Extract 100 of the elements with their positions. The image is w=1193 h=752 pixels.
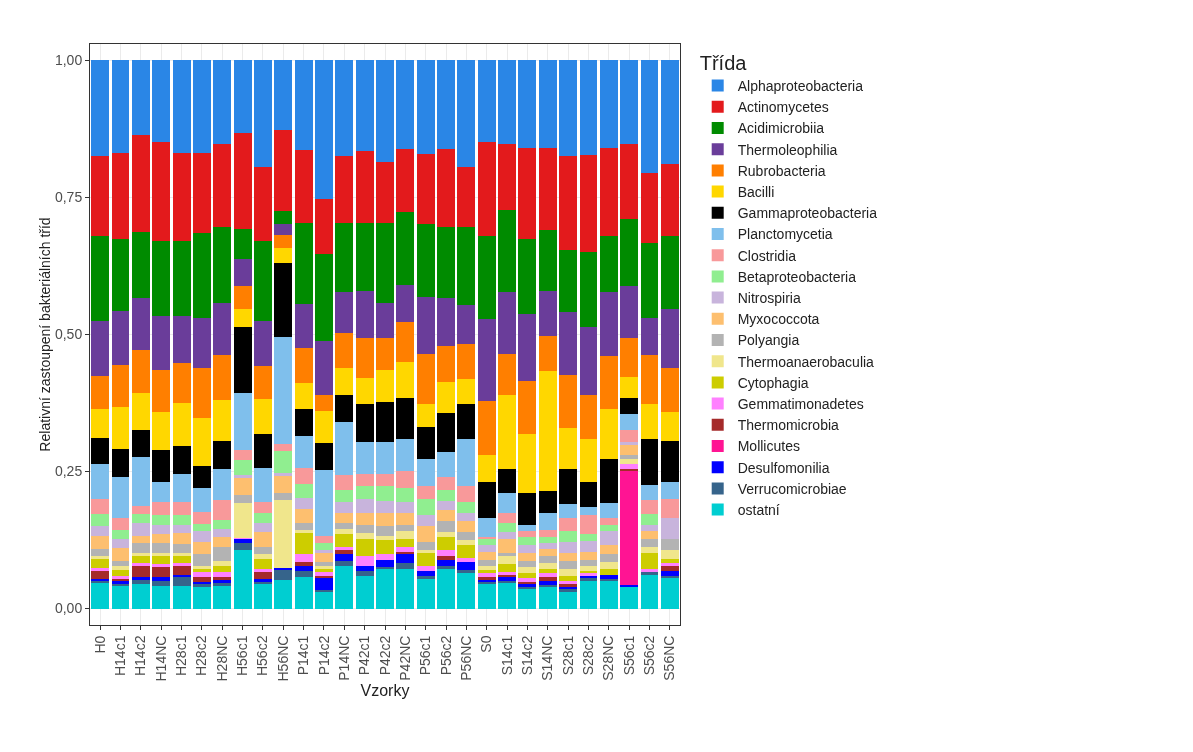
bar	[457, 227, 476, 305]
bar	[233, 495, 252, 503]
bar	[416, 525, 435, 542]
bar	[253, 559, 272, 569]
bar	[437, 298, 455, 347]
bar	[660, 498, 679, 519]
bar	[376, 370, 394, 402]
bar	[640, 572, 659, 575]
bar	[213, 519, 232, 529]
bar	[315, 443, 333, 470]
x-tick-label: H14c2	[132, 635, 149, 677]
bar	[131, 349, 150, 393]
bar	[192, 523, 211, 531]
bar	[335, 367, 354, 396]
bar	[416, 553, 435, 566]
bar	[192, 554, 211, 566]
bar	[111, 238, 130, 311]
bar	[640, 485, 659, 501]
bar	[192, 153, 211, 234]
bar	[192, 587, 211, 609]
bar	[111, 153, 130, 239]
legend-label: Desulfomonilia	[737, 459, 830, 476]
bar	[559, 249, 578, 313]
bar	[599, 530, 618, 545]
bar	[457, 513, 476, 522]
bar	[294, 467, 313, 484]
bar	[437, 565, 455, 569]
bar	[335, 156, 354, 223]
bar	[91, 555, 110, 560]
bar	[294, 222, 313, 304]
bar	[376, 535, 394, 541]
bar	[172, 576, 191, 586]
bar	[335, 502, 354, 514]
bar	[315, 591, 333, 609]
bar	[376, 540, 394, 555]
bar	[274, 263, 293, 337]
bar	[152, 543, 171, 554]
bar	[396, 438, 415, 471]
bar	[437, 489, 455, 501]
bar	[416, 354, 435, 404]
bar	[274, 247, 293, 264]
bar	[172, 60, 191, 154]
bar	[437, 60, 455, 149]
bar	[335, 292, 354, 334]
bar	[599, 356, 618, 410]
bar	[335, 475, 354, 490]
bar	[294, 530, 313, 534]
bar	[579, 566, 598, 572]
bar	[294, 565, 313, 572]
bar	[538, 513, 557, 531]
bar	[477, 60, 496, 142]
bar	[111, 406, 130, 450]
bar	[253, 240, 272, 322]
bar	[579, 326, 598, 396]
bar	[559, 469, 578, 504]
bar	[538, 336, 557, 372]
bar	[498, 555, 517, 565]
bar	[376, 500, 394, 514]
bar	[111, 530, 130, 539]
bar	[599, 568, 618, 575]
bar	[91, 571, 110, 579]
bar	[498, 513, 517, 524]
bar	[477, 236, 496, 320]
bar	[253, 433, 272, 469]
bar	[253, 578, 272, 583]
bar	[253, 532, 272, 547]
bar	[253, 365, 272, 399]
bar	[253, 60, 272, 167]
bar	[396, 487, 415, 503]
legend-label: Planctomycetia	[737, 226, 833, 243]
x-tick-label: S28NC	[600, 635, 617, 681]
bar	[640, 524, 659, 531]
bar	[640, 538, 659, 547]
bar	[274, 493, 293, 501]
bar	[131, 583, 150, 609]
bar	[192, 565, 211, 569]
bar	[416, 154, 435, 225]
bar	[355, 533, 374, 539]
bar	[457, 544, 476, 558]
bar	[152, 450, 171, 482]
bar	[376, 486, 394, 501]
bar	[253, 166, 272, 241]
bar	[315, 60, 333, 200]
bar	[172, 533, 191, 544]
x-tick-label: P56NC	[457, 635, 474, 681]
bar	[91, 409, 110, 438]
bar	[294, 435, 313, 468]
bar	[559, 518, 578, 531]
bar	[152, 502, 171, 516]
bar	[274, 223, 293, 235]
bar	[172, 363, 191, 404]
bar	[538, 60, 557, 148]
bar	[538, 543, 557, 550]
bar	[213, 60, 232, 145]
bar	[172, 473, 191, 503]
bar	[559, 375, 578, 429]
bar	[559, 560, 578, 569]
bar	[315, 254, 333, 342]
bar	[355, 555, 374, 566]
bar	[152, 315, 171, 371]
